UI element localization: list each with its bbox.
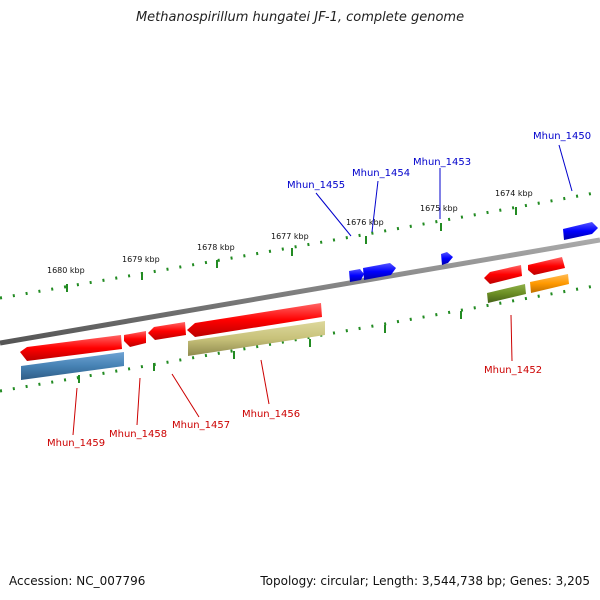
gene-arrow-mhun-1455[interactable] xyxy=(349,269,364,282)
gene-label-mhun-1459: Mhun_1459 xyxy=(47,438,105,449)
kbp-label: 1677 kbp xyxy=(271,232,309,241)
gene-label-mhun-1450: Mhun_1450 xyxy=(533,131,591,142)
upper-scale-line xyxy=(0,190,600,300)
kbp-labels: 1680 kbp 1679 kbp 1678 kbp 1677 kbp 1676… xyxy=(47,189,533,275)
lower-scale xyxy=(0,283,600,393)
kbp-label: 1678 kbp xyxy=(197,243,235,252)
gene-arrow-red[interactable] xyxy=(528,257,565,275)
gene-box-mhun-1456[interactable] xyxy=(188,321,325,356)
gene-label-mhun-1456: Mhun_1456 xyxy=(242,409,300,420)
label-leader xyxy=(136,377,141,426)
lower-features xyxy=(20,274,569,380)
gene-label-mhun-1458: Mhun_1458 xyxy=(109,429,167,440)
gene-box-orange[interactable] xyxy=(530,274,569,293)
gene-box-mhun-1459[interactable] xyxy=(21,352,124,380)
label-leader xyxy=(558,144,573,192)
gene-label-mhun-1454: Mhun_1454 xyxy=(352,168,410,179)
genome-backbone xyxy=(0,237,600,346)
label-leader xyxy=(315,192,352,237)
top-gene-labels: Mhun_1455 Mhun_1454 Mhun_1453 Mhun_1450 xyxy=(287,131,591,237)
gene-box-mhun-1452[interactable] xyxy=(487,284,526,303)
gene-arrow-red[interactable] xyxy=(484,265,522,284)
kbp-label: 1675 kbp xyxy=(420,204,458,213)
gene-label-mhun-1453: Mhun_1453 xyxy=(413,157,471,168)
gene-label-mhun-1452: Mhun_1452 xyxy=(484,365,542,376)
gene-arrow-mhun-1453[interactable] xyxy=(441,252,453,265)
label-leader xyxy=(72,387,78,436)
kbp-label: 1679 kbp xyxy=(122,255,160,264)
figure-title: Methanospirillum hungatei JF-1, complete… xyxy=(135,10,465,25)
kbp-label: 1674 kbp xyxy=(495,189,533,198)
kbp-label: 1680 kbp xyxy=(47,266,85,275)
gene-arrow-mhun-1456[interactable] xyxy=(187,303,322,337)
accession-text: Accession: NC_007796 xyxy=(9,574,146,588)
gene-arrow-mhun-1457[interactable] xyxy=(148,322,186,340)
gene-arrow-mhun-1454[interactable] xyxy=(363,263,396,280)
gene-label-mhun-1455: Mhun_1455 xyxy=(287,180,345,191)
upper-scale xyxy=(0,190,600,300)
label-leader xyxy=(371,180,379,233)
bottom-gene-labels: Mhun_1459 Mhun_1458 Mhun_1457 Mhun_1456 … xyxy=(47,314,542,449)
kbp-label: 1676 kbp xyxy=(346,218,384,227)
genome-summary-text: Topology: circular; Length: 3,544,738 bp… xyxy=(260,574,590,588)
label-leader xyxy=(510,314,513,362)
gene-arrow-mhun-1450[interactable] xyxy=(563,222,598,240)
upper-features xyxy=(349,222,598,284)
gene-arrow-mhun-1458[interactable] xyxy=(124,331,146,347)
gene-label-mhun-1457: Mhun_1457 xyxy=(172,420,230,431)
gene-arrow-mhun-1459[interactable] xyxy=(20,335,122,361)
label-leader xyxy=(260,359,270,405)
label-leader xyxy=(171,373,200,418)
